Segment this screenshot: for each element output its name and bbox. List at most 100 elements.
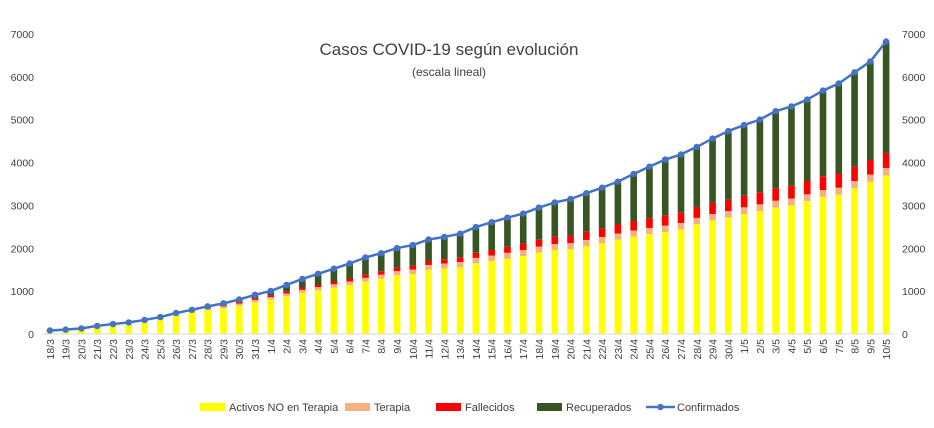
- bar-recuperados: [567, 199, 574, 236]
- point-confirmados: [504, 214, 511, 221]
- point-confirmados: [141, 316, 148, 324]
- bar-activos-no-en-terapia: [346, 285, 353, 334]
- x-tick-label: 22/4: [597, 339, 609, 360]
- bar-fallecidos: [235, 302, 243, 304]
- bar-recuperados: [441, 236, 448, 260]
- bar-fallecidos: [346, 278, 353, 282]
- x-tick-label: 11/4: [424, 339, 436, 359]
- bar-activos-no-en-terapia: [519, 256, 527, 334]
- bar-terapia: [882, 167, 890, 176]
- bar-activos-no-en-terapia: [725, 217, 732, 334]
- point-confirmados: [299, 275, 306, 283]
- point-confirmados: [882, 38, 890, 45]
- y-tick-label-right: 0: [902, 329, 908, 341]
- y-tick-label-left: 7000: [11, 29, 35, 41]
- bar-fallecidos: [756, 192, 764, 205]
- bar-activos-no-en-terapia: [851, 188, 858, 334]
- y-tick-label-left: 4000: [11, 158, 35, 170]
- x-tick-label: 22/3: [108, 339, 120, 360]
- bar-recuperados: [614, 181, 622, 225]
- bar-terapia: [709, 214, 716, 221]
- bar-terapia: [851, 181, 858, 189]
- x-tick-label: 23/4: [613, 339, 625, 360]
- bar-activos-no-en-terapia: [109, 324, 117, 334]
- bar-fallecidos: [456, 257, 464, 262]
- y-tick-label-left: 3000: [11, 200, 35, 212]
- bar-terapia: [614, 233, 622, 240]
- point-confirmados: [393, 244, 401, 252]
- bar-recuperados: [867, 61, 874, 160]
- point-confirmados: [788, 103, 795, 110]
- bar-fallecidos: [472, 252, 480, 258]
- x-tick-label: 8/5: [850, 339, 862, 354]
- bar-recuperados: [362, 257, 369, 275]
- point-confirmados: [662, 156, 669, 163]
- point-confirmados: [583, 190, 590, 197]
- bar-fallecidos: [725, 199, 732, 211]
- bar-recuperados: [519, 213, 527, 244]
- bar-terapia: [583, 239, 590, 247]
- point-confirmados: [441, 233, 448, 241]
- bar-fallecidos: [614, 224, 622, 234]
- point-confirmados: [772, 107, 779, 115]
- x-tick-label: 14/4: [471, 339, 483, 360]
- point-confirmados: [725, 127, 732, 135]
- y-axis-left: 0 1000 2000 3000 4000 5000 6000 7000: [11, 29, 35, 341]
- point-confirmados: [220, 300, 227, 307]
- point-confirmados: [819, 87, 827, 94]
- bar-activos-no-en-terapia: [661, 232, 669, 334]
- bar-activos-no-en-terapia: [377, 278, 385, 334]
- bar-fallecidos: [740, 195, 748, 208]
- x-tick-label: 6/5: [818, 339, 830, 354]
- bar-fallecidos: [425, 260, 432, 265]
- point-confirmados: [346, 260, 353, 267]
- bar-recuperados: [677, 154, 685, 213]
- bar-activos-no-en-terapia: [709, 220, 716, 334]
- point-confirmados: [157, 313, 164, 321]
- bar-activos-no-en-terapia: [235, 305, 243, 334]
- point-confirmados: [236, 296, 243, 303]
- point-confirmados: [188, 306, 196, 313]
- bar-activos-no-en-terapia: [772, 207, 779, 334]
- bar-activos-no-en-terapia: [567, 249, 574, 334]
- x-tick-label: 19/3: [61, 339, 73, 360]
- bar-activos-no-en-terapia: [441, 268, 448, 334]
- x-tick-label: 9/4: [392, 339, 404, 354]
- bar-activos-no-en-terapia: [409, 274, 417, 334]
- legend-label: Fallecidos: [465, 402, 515, 414]
- bar-terapia: [646, 227, 653, 235]
- bar-fallecidos: [598, 228, 606, 237]
- bar-activos-no-en-terapia: [283, 296, 290, 334]
- x-tick-label: 1/5: [739, 339, 751, 354]
- bar-terapia: [819, 190, 827, 197]
- x-tick-label: 19/4: [550, 339, 562, 360]
- bar-activos-no-en-terapia: [598, 243, 606, 334]
- bar-fallecidos: [803, 181, 811, 195]
- bar-activos-no-en-terapia: [157, 318, 164, 334]
- bar-recuperados: [630, 173, 637, 222]
- bar-fallecidos: [567, 235, 574, 244]
- bar-recuperados: [598, 187, 606, 229]
- point-confirmados: [362, 254, 369, 261]
- bar-recuperados: [772, 111, 779, 189]
- bar-recuperados: [740, 125, 748, 196]
- bar-terapia: [283, 293, 290, 297]
- bar-fallecidos: [819, 176, 827, 190]
- legend-label: Terapia: [374, 402, 411, 414]
- bar-recuperados: [393, 248, 401, 268]
- bar-terapia: [598, 236, 606, 244]
- y-tick-label-right: 6000: [902, 72, 926, 84]
- bar-activos-no-en-terapia: [788, 205, 795, 334]
- bar-recuperados: [346, 263, 353, 279]
- legend-swatch: [345, 403, 370, 411]
- point-confirmados: [867, 58, 874, 65]
- bar-fallecidos: [488, 250, 495, 256]
- y-tick-label-right: 4000: [902, 158, 926, 170]
- bar-activos-no-en-terapia: [472, 263, 480, 334]
- bar-fallecidos: [583, 231, 590, 240]
- x-tick-label: 30/4: [723, 339, 735, 360]
- bar-recuperados: [425, 239, 432, 261]
- bar-recuperados: [709, 138, 716, 203]
- point-confirmados: [94, 322, 101, 330]
